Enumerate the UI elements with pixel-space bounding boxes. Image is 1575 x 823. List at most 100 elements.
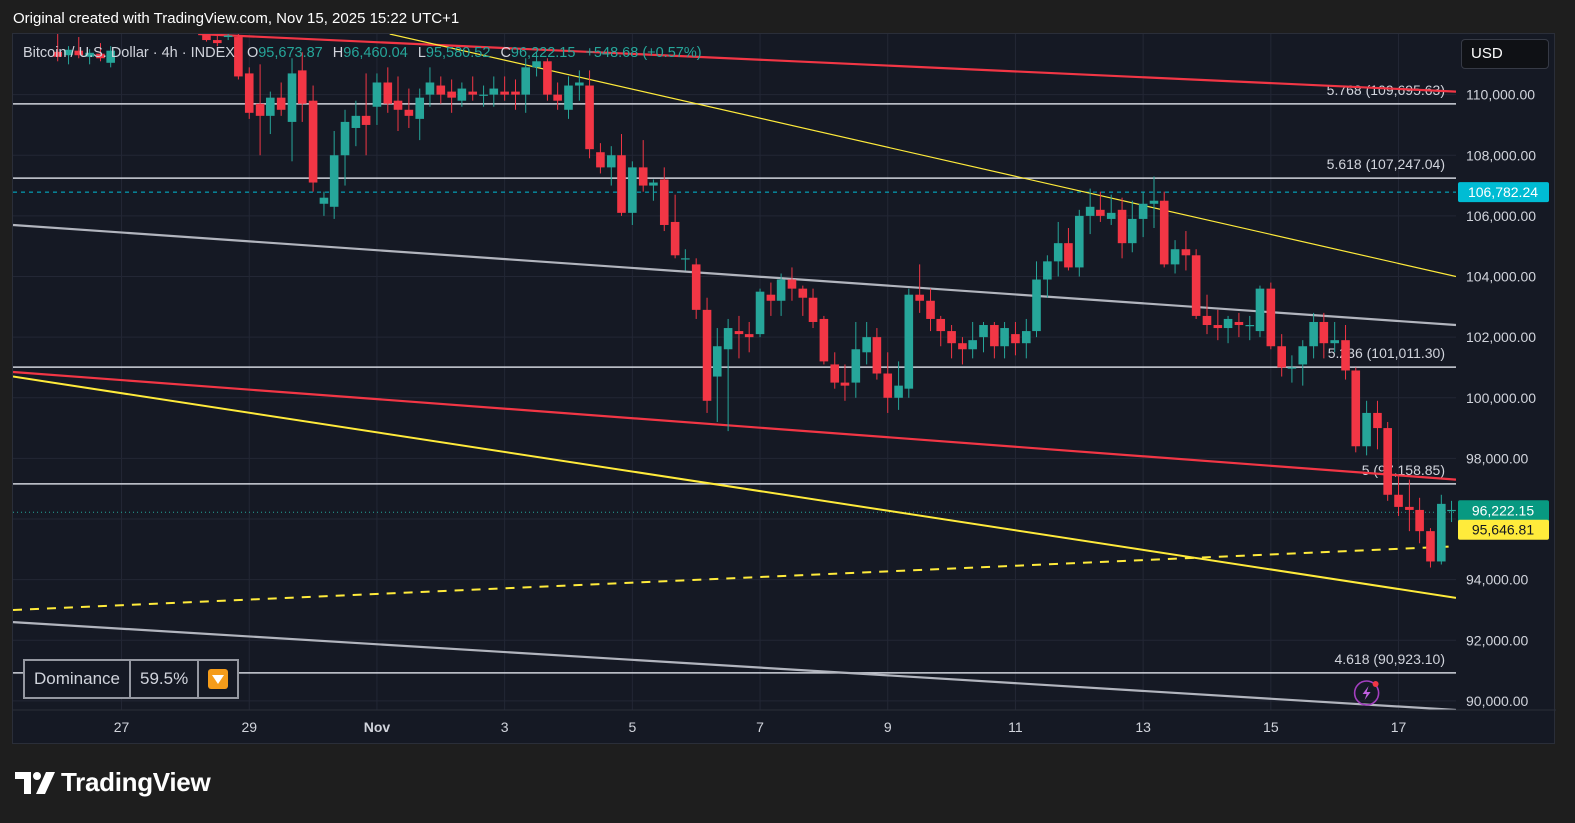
- candle-body: [361, 115, 371, 125]
- candle: [1309, 312, 1318, 359]
- candle-body: [776, 279, 786, 301]
- candle: [1085, 188, 1095, 235]
- candle-body: [947, 331, 956, 344]
- high-value: 96,460.04: [343, 45, 408, 61]
- candle: [1149, 176, 1159, 229]
- candle: [808, 288, 818, 329]
- candle-body: [926, 300, 935, 319]
- candle-body: [1277, 346, 1286, 368]
- candle: [340, 109, 350, 186]
- candle-body: [744, 334, 754, 338]
- candle-body: [1074, 215, 1084, 268]
- candle: [1383, 422, 1392, 501]
- candle-body: [287, 73, 297, 122]
- candle: [1426, 528, 1435, 568]
- price-tick-label: 102,000.00: [1466, 329, 1536, 345]
- candle: [585, 70, 594, 159]
- price-tick-label: 104,000.00: [1466, 269, 1536, 285]
- candle: [915, 264, 924, 313]
- candle-body: [479, 94, 488, 96]
- candle: [1000, 321, 1009, 359]
- candle-body: [840, 382, 850, 386]
- candle: [958, 337, 967, 365]
- candle: [936, 315, 946, 347]
- candle: [64, 46, 73, 65]
- trend-line: [13, 370, 1456, 481]
- plot-area: 5.768 (109,695.63) 5.618 (107,247.04) 5.23…: [13, 34, 1456, 710]
- candle: [904, 288, 914, 398]
- candle-body: [1191, 255, 1201, 316]
- trend-line: [13, 545, 1456, 611]
- lightning-icon: [1353, 680, 1380, 706]
- candle: [819, 315, 829, 365]
- candle: [1405, 479, 1414, 532]
- brand-name: TradingView: [61, 767, 211, 797]
- candle-body: [1085, 206, 1095, 216]
- candle: [734, 315, 744, 359]
- candle-body: [532, 61, 541, 68]
- price-tag-label: 106,782.24: [1468, 184, 1538, 200]
- candle-body: [468, 91, 478, 95]
- candle: [1191, 249, 1201, 319]
- candle-body: [1000, 328, 1009, 347]
- candle: [1159, 191, 1169, 268]
- time-tick-label: 29: [241, 719, 257, 735]
- close-label: C: [500, 45, 511, 61]
- candle: [532, 52, 541, 77]
- candle: [415, 88, 425, 141]
- tradingview-logo-icon: [15, 771, 55, 794]
- candle-body: [1234, 321, 1244, 326]
- candle-body: [968, 340, 977, 350]
- candle-body: [990, 325, 999, 347]
- candle: [553, 82, 562, 110]
- candle: [213, 34, 222, 47]
- candle: [990, 321, 999, 359]
- candle-body: [297, 70, 307, 104]
- candle: [1170, 240, 1180, 274]
- time-tick-label: 15: [1263, 719, 1279, 735]
- candle-body: [787, 279, 797, 289]
- candle-body: [712, 346, 722, 377]
- candle-body: [606, 155, 616, 168]
- candle: [1351, 367, 1361, 453]
- candle: [617, 134, 626, 216]
- candle: [85, 49, 94, 65]
- currency-selector[interactable]: USD: [1461, 39, 1549, 69]
- candle: [1011, 321, 1020, 356]
- candlestick-chart[interactable]: 5.768 (109,695.63) 5.618 (107,247.04) 5.23…: [13, 34, 1556, 745]
- candle: [1043, 255, 1052, 298]
- candle: [1447, 500, 1456, 523]
- candle: [297, 52, 307, 122]
- candle: [1255, 285, 1265, 338]
- candle-body: [575, 82, 584, 86]
- candle: [691, 258, 701, 319]
- candle-body: [1415, 509, 1424, 532]
- candle: [776, 273, 786, 316]
- candle: [1117, 197, 1127, 259]
- candle: [457, 82, 467, 107]
- time-tick-label: 17: [1391, 719, 1407, 735]
- candle: [1330, 321, 1339, 353]
- candle-body: [702, 309, 712, 401]
- candle-body: [596, 152, 605, 168]
- candle-body: [1149, 200, 1159, 204]
- tradingview-logo[interactable]: TradingView: [15, 767, 211, 798]
- time-tick-label: 7: [756, 719, 764, 735]
- candle: [702, 297, 712, 413]
- candle: [1234, 312, 1244, 338]
- candle: [425, 67, 435, 107]
- candle-body: [1127, 218, 1137, 244]
- candle: [223, 34, 233, 41]
- symbol-title[interactable]: Bitcoin / U.S. Dollar · 4h · INDEX: [23, 45, 235, 61]
- candle: [670, 194, 680, 259]
- candle-body: [1021, 331, 1031, 344]
- chart-panel[interactable]: 5.768 (109,695.63) 5.618 (107,247.04) 5.23…: [12, 33, 1556, 745]
- candle: [266, 91, 275, 135]
- candle-body: [830, 364, 840, 383]
- price-tick-label: 90,000.00: [1466, 693, 1528, 709]
- candle-body: [1447, 509, 1456, 512]
- time-tick-label: 27: [114, 719, 130, 735]
- candle: [1053, 221, 1063, 277]
- candle-body: [64, 49, 73, 56]
- candle-body: [553, 94, 562, 101]
